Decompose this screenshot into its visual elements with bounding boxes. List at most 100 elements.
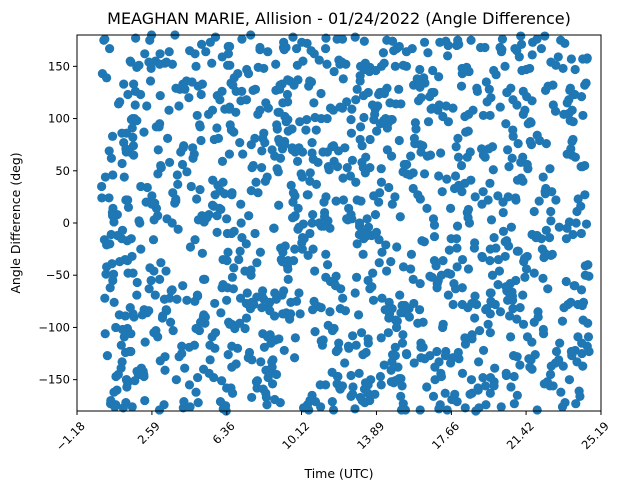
scatter-point: [184, 93, 194, 103]
scatter-point: [445, 269, 456, 279]
scatter-point: [389, 46, 399, 56]
scatter-point: [376, 380, 386, 390]
scatter-point: [387, 199, 397, 209]
scatter-point: [498, 226, 509, 236]
scatter-point: [477, 252, 488, 263]
x-axis-label: Time (UTC): [303, 466, 373, 481]
scatter-point: [118, 403, 128, 413]
x-tick-label: −1.18: [53, 419, 88, 454]
scatter-point: [193, 398, 203, 408]
scatter-point: [540, 187, 550, 197]
scatter-point: [463, 204, 474, 215]
scatter-point: [260, 176, 270, 186]
scatter-point: [132, 290, 142, 300]
scatter-point: [223, 350, 233, 360]
scatter-point: [100, 34, 110, 44]
scatter-point: [277, 257, 287, 267]
scatter-point: [195, 122, 205, 132]
scatter-point: [314, 55, 324, 65]
scatter-point: [467, 334, 477, 344]
scatter-point: [282, 89, 293, 100]
scatter-point: [192, 290, 203, 300]
scatter-point: [316, 303, 326, 313]
scatter-point: [493, 191, 503, 201]
scatter-point: [318, 147, 328, 157]
scatter-point: [500, 61, 510, 71]
scatter-point: [117, 128, 127, 138]
scatter-point: [495, 307, 506, 317]
scatter-point: [104, 146, 114, 156]
scatter-point: [365, 395, 375, 406]
scatter-point: [294, 288, 304, 298]
scatter-point: [187, 77, 197, 87]
scatter-point: [131, 33, 141, 43]
scatter-point: [440, 351, 451, 361]
scatter-point: [470, 291, 480, 301]
scatter-point: [452, 243, 462, 253]
scatter-point: [227, 362, 237, 372]
scatter-point: [397, 381, 407, 391]
scatter-point: [337, 57, 347, 67]
scatter-point: [350, 288, 360, 298]
scatter-point: [106, 153, 116, 163]
scatter-point: [393, 362, 403, 372]
scatter-point: [196, 89, 206, 100]
scatter-point: [205, 355, 215, 365]
scatter-point: [409, 358, 419, 368]
x-tick-label: 25.19: [579, 419, 612, 452]
scatter-point: [368, 295, 379, 305]
scatter-point: [444, 245, 454, 255]
scatter-point: [113, 99, 124, 109]
scatter-point: [356, 196, 366, 206]
scatter-point: [97, 181, 107, 192]
scatter-point: [503, 145, 513, 155]
scatter-point: [517, 65, 527, 76]
scatter-point: [294, 222, 304, 232]
scatter-point: [360, 58, 370, 68]
scatter-point: [370, 389, 380, 399]
scatter-point: [310, 327, 320, 337]
scatter-point: [496, 402, 506, 412]
scatter-point: [149, 215, 159, 225]
scatter-point: [555, 338, 565, 348]
scatter-point: [309, 98, 319, 108]
scatter-point: [241, 313, 252, 323]
scatter-point: [422, 382, 432, 392]
y-axis: −150 −100 −50 0 50 100 150: [38, 59, 77, 387]
scatter-point: [567, 136, 577, 147]
scatter-point: [348, 389, 358, 399]
scatter-point: [513, 246, 523, 256]
scatter-point: [416, 93, 426, 103]
scatter-point: [286, 297, 296, 307]
scatter-point: [451, 234, 462, 244]
scatter-point: [533, 312, 543, 322]
scatter-point: [126, 57, 136, 67]
scatter-point: [363, 87, 373, 98]
scatter-point: [215, 186, 225, 196]
scatter-point: [225, 120, 235, 130]
scatter-point: [147, 191, 157, 201]
scatter-point: [476, 144, 487, 154]
scatter-point: [174, 101, 184, 111]
scatter-point: [210, 32, 221, 42]
scatter-point: [338, 195, 349, 205]
scatter-point: [323, 320, 333, 330]
scatter-point: [448, 299, 458, 310]
scatter-point: [518, 176, 528, 186]
scatter-point: [258, 286, 268, 296]
scatter-point: [494, 266, 505, 276]
scatter-point: [367, 282, 377, 292]
scatter-point: [102, 351, 112, 361]
scatter-point: [355, 134, 365, 145]
scatter-point: [473, 383, 483, 393]
scatter-point: [160, 352, 170, 362]
scatter-point: [236, 199, 246, 209]
scatter-point: [401, 348, 412, 359]
scatter-point: [247, 163, 257, 173]
scatter-point: [321, 192, 331, 202]
scatter-point: [458, 68, 468, 78]
scatter-point: [525, 63, 535, 74]
scatter-point: [422, 203, 432, 213]
scatter-point: [550, 106, 561, 116]
scatter-point: [566, 346, 576, 357]
